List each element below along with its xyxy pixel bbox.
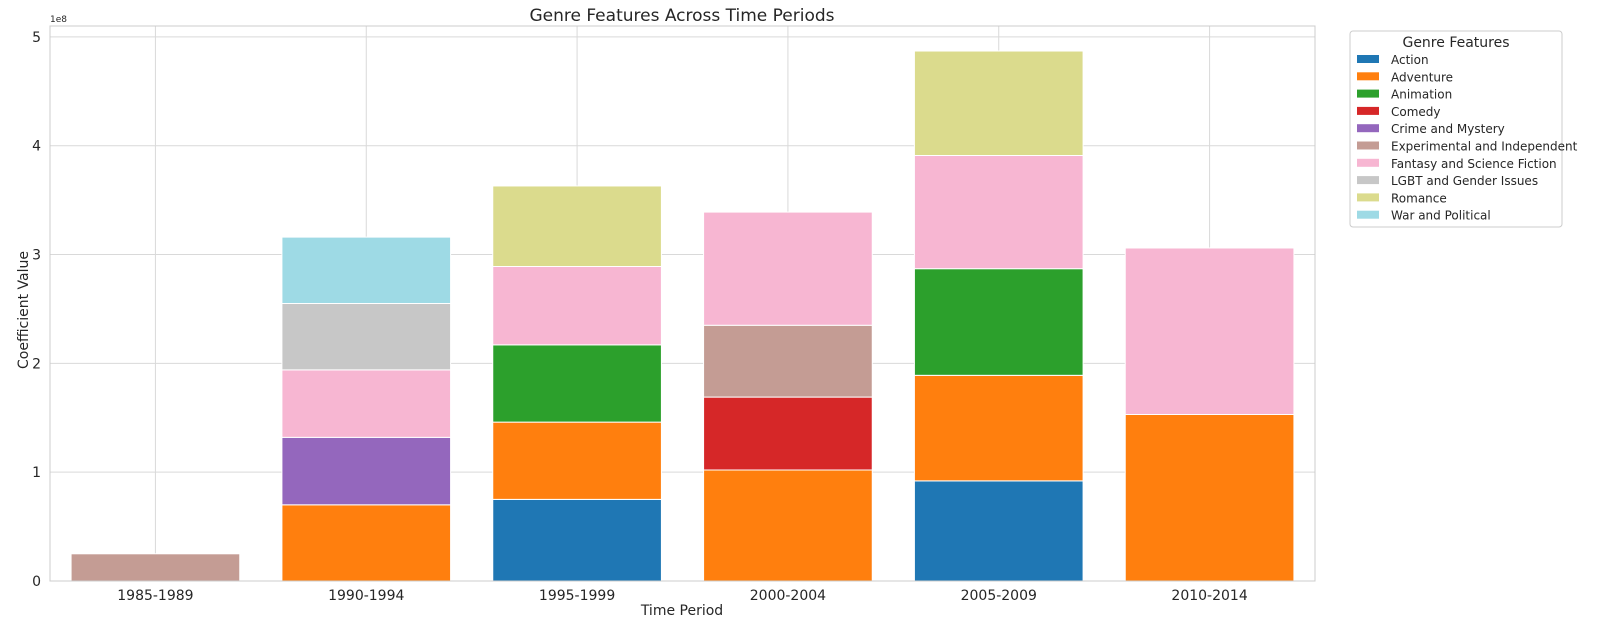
bar-segment [281, 369, 452, 438]
x-axis-label: Time Period [640, 603, 723, 619]
y-tick-label: 3 [32, 248, 41, 264]
legend-label: Animation [1391, 88, 1452, 102]
y-tick-label: 2 [32, 356, 41, 372]
bar-segment [703, 211, 873, 326]
bar-segment [492, 498, 662, 582]
bar-segment [492, 185, 662, 267]
bar-segment [70, 553, 241, 582]
bar-segment [913, 480, 1084, 582]
y-axis-label: Coefficient Value [16, 251, 32, 369]
legend-swatch [1357, 55, 1379, 63]
plot-frame [49, 25, 1316, 582]
x-tick-label: 1985-1989 [117, 588, 193, 604]
x-tick-label: 1995-1999 [539, 588, 615, 604]
legend-label: War and Political [1391, 209, 1491, 223]
bar-segment [281, 236, 452, 304]
legend-swatch [1357, 176, 1379, 185]
bar-segment [1124, 414, 1295, 582]
bar-segment [703, 396, 873, 471]
y-tick-label: 5 [32, 30, 41, 46]
axes: 0 1 2 3 4 5 1985-1989 1990-1994 1995-1999 2000-20… [32, 25, 1316, 604]
bar-segment [492, 421, 662, 500]
y-tick-label: 1 [32, 465, 41, 481]
legend-swatch [1357, 124, 1379, 133]
legend-swatch [1357, 72, 1379, 81]
legend-box [1349, 30, 1563, 228]
bar-segment [703, 324, 873, 398]
y-offset-label: 1e8 [50, 15, 67, 25]
legend-label: Experimental and Independent [1391, 140, 1578, 154]
legend-label: Adventure [1391, 70, 1453, 84]
y-tick-label: 0 [32, 574, 41, 590]
bar-segment [913, 268, 1084, 376]
x-tick-label: 2005-2009 [961, 588, 1037, 604]
bars [70, 50, 1295, 582]
bar-segment [1124, 247, 1295, 415]
bar-segment [492, 266, 662, 346]
bar-segment [913, 374, 1084, 482]
legend-label: Crime and Mystery [1391, 122, 1505, 136]
legend-label: Comedy [1391, 105, 1441, 119]
bar-segment [281, 504, 452, 582]
bar-segment [281, 303, 452, 371]
legend-swatch [1357, 106, 1379, 115]
legend-swatch [1357, 141, 1379, 150]
bar-segment [492, 344, 662, 423]
x-tick-label: 1990-1994 [328, 588, 404, 604]
legend-title: Genre Features [1402, 35, 1509, 51]
legend-swatch [1357, 158, 1379, 167]
legend-swatch [1357, 89, 1379, 98]
legend-swatch [1357, 210, 1379, 219]
legend-label: Fantasy and Science Fiction [1391, 157, 1557, 171]
bar-segment [281, 436, 452, 506]
legend: Genre Features Action Adventure Animation C… [1349, 30, 1578, 228]
legend-swatch [1357, 193, 1379, 202]
chart-title: Genre Features Across Time Periods [529, 6, 834, 26]
y-tick-label: 4 [32, 139, 41, 155]
bar-segment [913, 155, 1084, 270]
legend-label: LGBT and Gender Issues [1391, 174, 1538, 188]
legend-label: Romance [1391, 191, 1447, 205]
bar-segment [913, 50, 1084, 156]
bar-segment [703, 469, 873, 582]
x-tick-label: 2010-2014 [1171, 588, 1247, 604]
x-tick-label: 2000-2004 [750, 588, 826, 604]
legend-label: Action [1391, 53, 1429, 67]
